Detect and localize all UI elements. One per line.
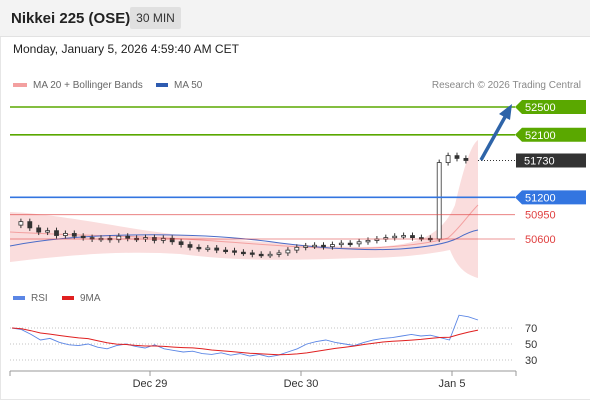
candle-body (267, 253, 273, 257)
candle-body (463, 158, 469, 161)
legend-ma20: MA 20 + Bollinger Bands (13, 80, 143, 91)
candle-body (445, 155, 451, 163)
candle-body (169, 237, 175, 243)
resistance-tag-r1 (515, 127, 586, 142)
resistance-tag-r2 (515, 100, 586, 114)
candle-body (178, 241, 184, 245)
candle-body (321, 244, 326, 248)
candle-body (276, 252, 282, 255)
rsi-level-label: 30 (525, 355, 537, 367)
legend-rsi-ma: 9MA (62, 293, 101, 304)
resistance-label-r2: 52500 (525, 102, 556, 114)
candle-body (338, 242, 344, 246)
credit-text: Research © 2026 Trading Central (431, 80, 581, 91)
candle-body (63, 233, 68, 236)
candle-body (54, 230, 59, 236)
candle-body (240, 251, 246, 255)
candle-body (365, 239, 371, 243)
candle-body (258, 253, 264, 257)
rsi-level-label: 50 (525, 339, 537, 351)
rsi-ma-line (11, 327, 479, 356)
bollinger-band-area (10, 140, 478, 278)
candle-body (45, 230, 50, 233)
candle-body (410, 235, 415, 239)
ma20-line (9, 204, 479, 249)
forecast-arrow-shaft (479, 116, 507, 161)
candle-body (249, 252, 255, 255)
candle-body (223, 249, 229, 253)
candle-body (312, 244, 318, 248)
x-axis-label: Dec 29 (133, 378, 168, 390)
candle-body (196, 246, 202, 250)
legend-rsi: RSI (13, 293, 48, 304)
candle-body (285, 249, 291, 254)
legend-ma50-swatch (156, 83, 168, 88)
candle-body (205, 247, 211, 250)
legend-rsi-swatch (13, 296, 25, 301)
candle-body (356, 241, 362, 245)
candle-body (436, 162, 442, 240)
candle-body (18, 221, 24, 226)
candle-body (347, 242, 353, 246)
pivot-label-pivot: 51200 (525, 192, 556, 204)
chart-header: Nikkei 225 (OSE) 30 MIN (0, 0, 590, 37)
legend-ma50: MA 50 (156, 80, 202, 91)
candle-body (454, 155, 460, 159)
candle-body (329, 244, 335, 248)
candle-body (214, 247, 220, 251)
candle-body (27, 221, 33, 229)
candle-body (232, 250, 237, 253)
resistance-label-r1: 52100 (525, 130, 556, 142)
legend-ma50-label: MA 50 (174, 80, 203, 91)
instrument-title: Nikkei 225 (OSE) (11, 10, 131, 27)
candle-body (36, 227, 42, 233)
rsi-line (11, 314, 479, 358)
rsi-level-label: 70 (525, 323, 537, 335)
candle-body (71, 233, 77, 237)
legend-rsi-label: RSI (31, 293, 48, 304)
legend-ma20-swatch (13, 83, 27, 88)
candle-body (401, 235, 407, 238)
candle-body (392, 235, 398, 239)
datetime-label: Monday, January 5, 2026 4:59:40 AM CET (13, 42, 239, 56)
candle-body (116, 235, 122, 241)
timeframe-button[interactable]: 30 MIN (130, 7, 181, 29)
candle-body (294, 246, 300, 251)
last-price-tag (516, 153, 586, 168)
x-axis-label: Jan 5 (439, 378, 466, 390)
legend-ma20-label: MA 20 + Bollinger Bands (33, 80, 143, 91)
legend-rsi-ma-label: 9MA (80, 293, 101, 304)
support-label-s2: 50600 (525, 234, 556, 246)
candle-body (125, 235, 131, 239)
candle-body (80, 235, 86, 239)
support-label-s1: 50950 (525, 210, 556, 222)
last-price-label: 51730 (524, 155, 555, 167)
candle-body (187, 244, 193, 248)
x-axis-label: Dec 30 (284, 378, 319, 390)
candle-body (303, 245, 309, 248)
pivot-tag-pivot (515, 190, 586, 205)
legend-rsi-ma-swatch (62, 296, 74, 301)
forecast-arrow-head (499, 104, 512, 120)
